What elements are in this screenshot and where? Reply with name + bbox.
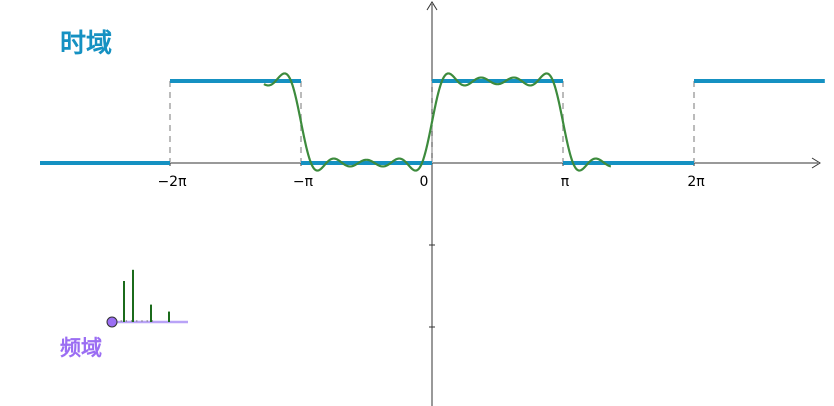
spectrum-dot	[125, 320, 128, 322]
frequency-domain-title: 频域	[60, 336, 102, 360]
spectrum-dot	[130, 320, 133, 322]
fourier-approximation-line	[263, 72, 612, 172]
spectrum-dot	[151, 320, 154, 322]
chart-title: 时域	[60, 29, 112, 59]
spectrum-dot	[120, 320, 122, 322]
spectrum-dot	[141, 320, 143, 322]
x-tick-label: π	[561, 174, 570, 190]
x-tick-label: 2π	[687, 174, 705, 190]
y-axis-arrow-icon	[426, 1, 438, 11]
spectrum-dot	[136, 320, 138, 322]
x-tick-label: 0	[420, 174, 429, 190]
x-axis-arrow-icon	[811, 157, 821, 169]
spectrum-dot	[146, 320, 148, 322]
x-tick-label: −2π	[157, 174, 187, 190]
x-tick-label: −π	[293, 174, 314, 190]
spectrum-handle[interactable]	[106, 316, 118, 328]
